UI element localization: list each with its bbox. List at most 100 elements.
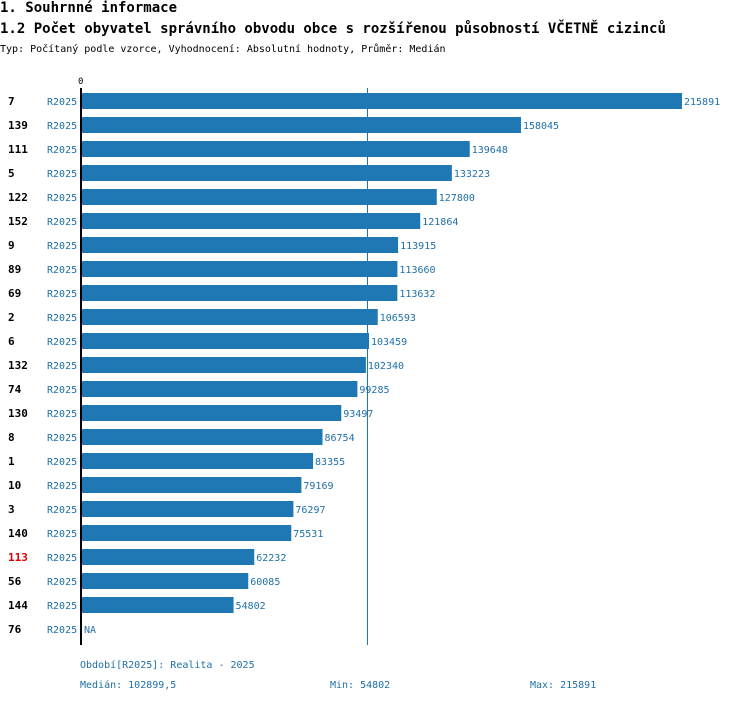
category-label: 144 — [8, 599, 28, 612]
category-label: 140 — [8, 527, 28, 540]
value-label: 121864 — [422, 217, 458, 228]
section-title: 1. Souhrnné informace — [0, 0, 178, 16]
bar[interactable] — [81, 213, 421, 229]
value-label: 62232 — [256, 553, 286, 564]
value-label: 75531 — [293, 529, 323, 540]
value-label: 113660 — [399, 265, 435, 276]
category-label: 56 — [8, 575, 22, 588]
bar[interactable] — [81, 525, 292, 541]
value-label: 113632 — [399, 289, 435, 300]
value-label: 113915 — [400, 241, 436, 252]
bar[interactable] — [81, 237, 399, 253]
value-label: 215891 — [684, 97, 720, 108]
series-label: R2025 — [47, 289, 77, 300]
series-label: R2025 — [47, 121, 77, 132]
bar[interactable] — [81, 261, 398, 277]
category-label: 130 — [8, 407, 28, 420]
bar[interactable] — [81, 333, 370, 349]
category-label: 152 — [8, 215, 28, 228]
value-label: 133223 — [454, 169, 490, 180]
value-label: 60085 — [250, 577, 280, 588]
chart-title: 1.2 Počet obyvatel správního obvodu obce… — [0, 21, 666, 37]
value-label: 127800 — [439, 193, 475, 204]
category-label: 8 — [8, 431, 15, 444]
category-label: 76 — [8, 623, 22, 636]
category-label: 9 — [8, 239, 15, 252]
series-label: R2025 — [47, 265, 77, 276]
category-label: 69 — [8, 287, 21, 300]
bar[interactable] — [81, 141, 470, 157]
value-label: 139648 — [472, 145, 508, 156]
category-label: 89 — [8, 263, 21, 276]
value-label: 93497 — [343, 409, 373, 420]
axis-zero-label: 0 — [78, 77, 83, 87]
category-label: 7 — [8, 95, 15, 108]
category-label: 5 — [8, 167, 15, 180]
series-label: R2025 — [47, 505, 77, 516]
bar[interactable] — [81, 453, 314, 469]
series-label: R2025 — [47, 241, 77, 252]
bar[interactable] — [81, 93, 682, 109]
value-label: 106593 — [380, 313, 416, 324]
footer-min: Min: 54802 — [330, 680, 391, 691]
series-label: R2025 — [47, 481, 77, 492]
bar[interactable] — [81, 573, 249, 589]
series-label: R2025 — [47, 385, 77, 396]
series-label: R2025 — [47, 409, 77, 420]
bar[interactable] — [81, 357, 366, 373]
series-label: R2025 — [47, 97, 77, 108]
bar[interactable] — [81, 477, 302, 493]
value-label: 86754 — [325, 433, 355, 444]
value-label: 158045 — [523, 121, 559, 132]
value-label: 79169 — [303, 481, 333, 492]
series-label: R2025 — [47, 193, 77, 204]
category-label: 6 — [8, 335, 15, 348]
category-label: 1 — [8, 455, 15, 468]
bar[interactable] — [81, 549, 255, 565]
category-label: 74 — [8, 383, 22, 396]
bar[interactable] — [81, 117, 521, 133]
footer-median: Medián: 102899,5 — [80, 680, 177, 691]
value-label: 103459 — [371, 337, 407, 348]
value-label: 102340 — [368, 361, 404, 372]
footer-period: Období[R2025]: Realita - 2025 — [80, 660, 255, 671]
bar[interactable] — [81, 597, 234, 613]
category-label: 132 — [8, 359, 28, 372]
series-label: R2025 — [47, 601, 77, 612]
value-label: 76297 — [295, 505, 325, 516]
bar[interactable] — [81, 405, 342, 421]
bar[interactable] — [81, 189, 437, 205]
value-label: NA — [84, 625, 96, 636]
bar[interactable] — [81, 429, 323, 445]
series-label: R2025 — [47, 169, 77, 180]
series-label: R2025 — [47, 553, 77, 564]
category-label: 2 — [8, 311, 15, 324]
series-label: R2025 — [47, 337, 77, 348]
footer-max: Max: 215891 — [530, 680, 597, 691]
series-label: R2025 — [47, 457, 77, 468]
bar[interactable] — [81, 381, 358, 397]
category-label: 111 — [8, 143, 28, 156]
category-label: 113 — [8, 551, 28, 564]
series-label: R2025 — [47, 577, 77, 588]
series-label: R2025 — [47, 217, 77, 228]
category-label: 3 — [8, 503, 15, 516]
bar[interactable] — [81, 501, 294, 517]
series-label: R2025 — [47, 625, 77, 636]
value-label: 99285 — [359, 385, 389, 396]
category-label: 139 — [8, 119, 28, 132]
category-label: 122 — [8, 191, 28, 204]
bar[interactable] — [81, 285, 398, 301]
category-label: 10 — [8, 479, 21, 492]
series-label: R2025 — [47, 145, 77, 156]
chart-subtitle: Typ: Počítaný podle vzorce, Vyhodnocení:… — [0, 44, 446, 55]
series-label: R2025 — [47, 361, 77, 372]
bar[interactable] — [81, 165, 452, 181]
value-label: 83355 — [315, 457, 345, 468]
series-label: R2025 — [47, 529, 77, 540]
value-label: 54802 — [236, 601, 266, 612]
series-label: R2025 — [47, 313, 77, 324]
bar[interactable] — [81, 309, 378, 325]
series-label: R2025 — [47, 433, 77, 444]
